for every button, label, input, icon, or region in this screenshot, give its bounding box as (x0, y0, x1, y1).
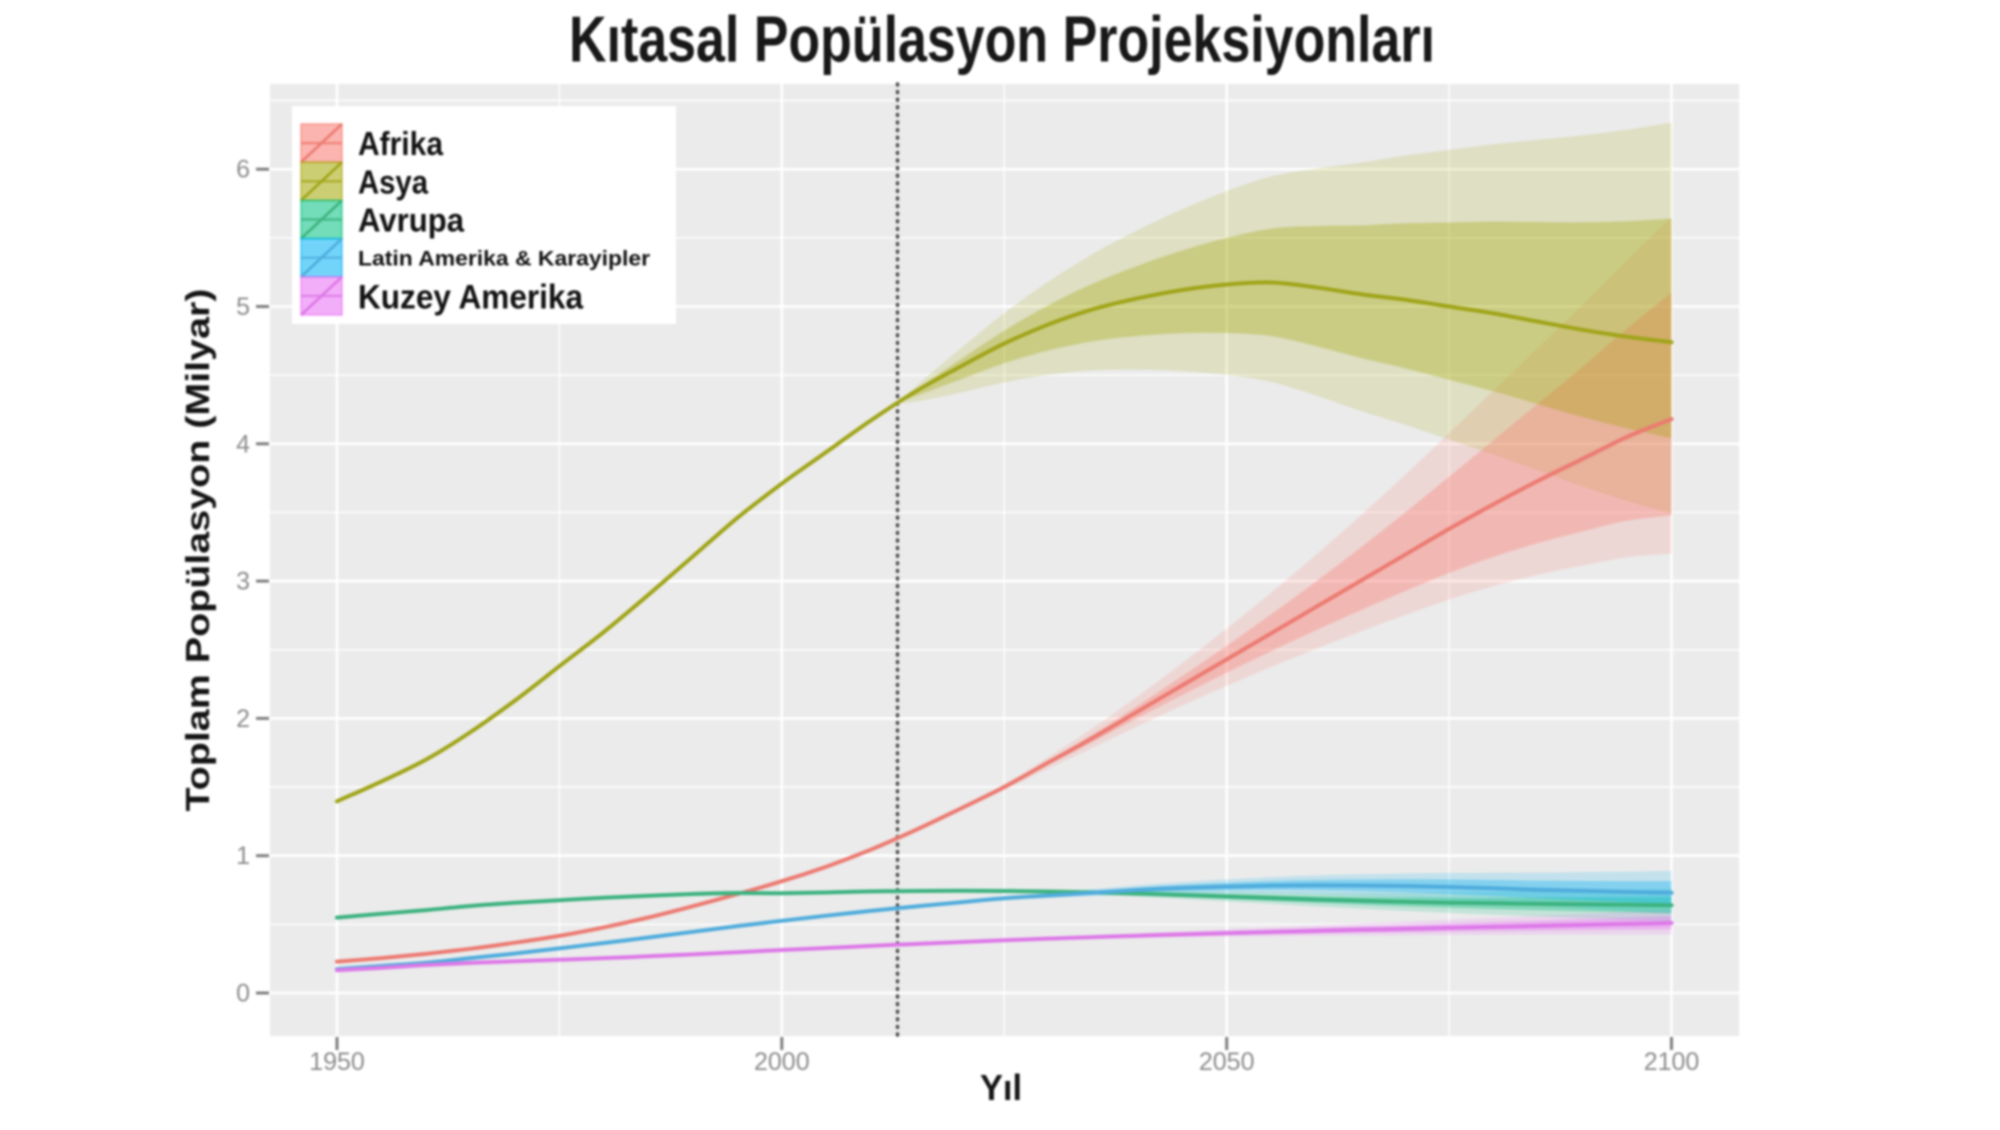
svg-text:Latin Amerika & Karayipler: Latin Amerika & Karayipler (358, 247, 650, 270)
svg-text:6: 6 (236, 156, 250, 184)
svg-text:Toplam Popülasyon (Milyar): Toplam Popülasyon (Milyar) (179, 289, 216, 812)
svg-text:1950: 1950 (309, 1048, 365, 1076)
svg-text:3: 3 (236, 568, 250, 596)
svg-text:1: 1 (236, 842, 250, 870)
svg-text:Kuzey Amerika: Kuzey Amerika (358, 278, 584, 316)
svg-text:Afrika: Afrika (358, 125, 444, 162)
svg-text:0: 0 (236, 980, 250, 1008)
svg-text:5: 5 (236, 293, 250, 321)
svg-text:Asya: Asya (358, 163, 429, 200)
svg-text:2: 2 (236, 705, 250, 733)
svg-text:2000: 2000 (754, 1048, 810, 1076)
svg-text:Yıl: Yıl (980, 1067, 1022, 1108)
svg-text:Kıtasal Popülasyon Projeksiyon: Kıtasal Popülasyon Projeksiyonları (569, 3, 1435, 76)
svg-text:4: 4 (236, 430, 250, 458)
svg-text:2100: 2100 (1644, 1048, 1700, 1076)
svg-text:2050: 2050 (1199, 1048, 1255, 1076)
svg-text:Avrupa: Avrupa (358, 202, 465, 239)
